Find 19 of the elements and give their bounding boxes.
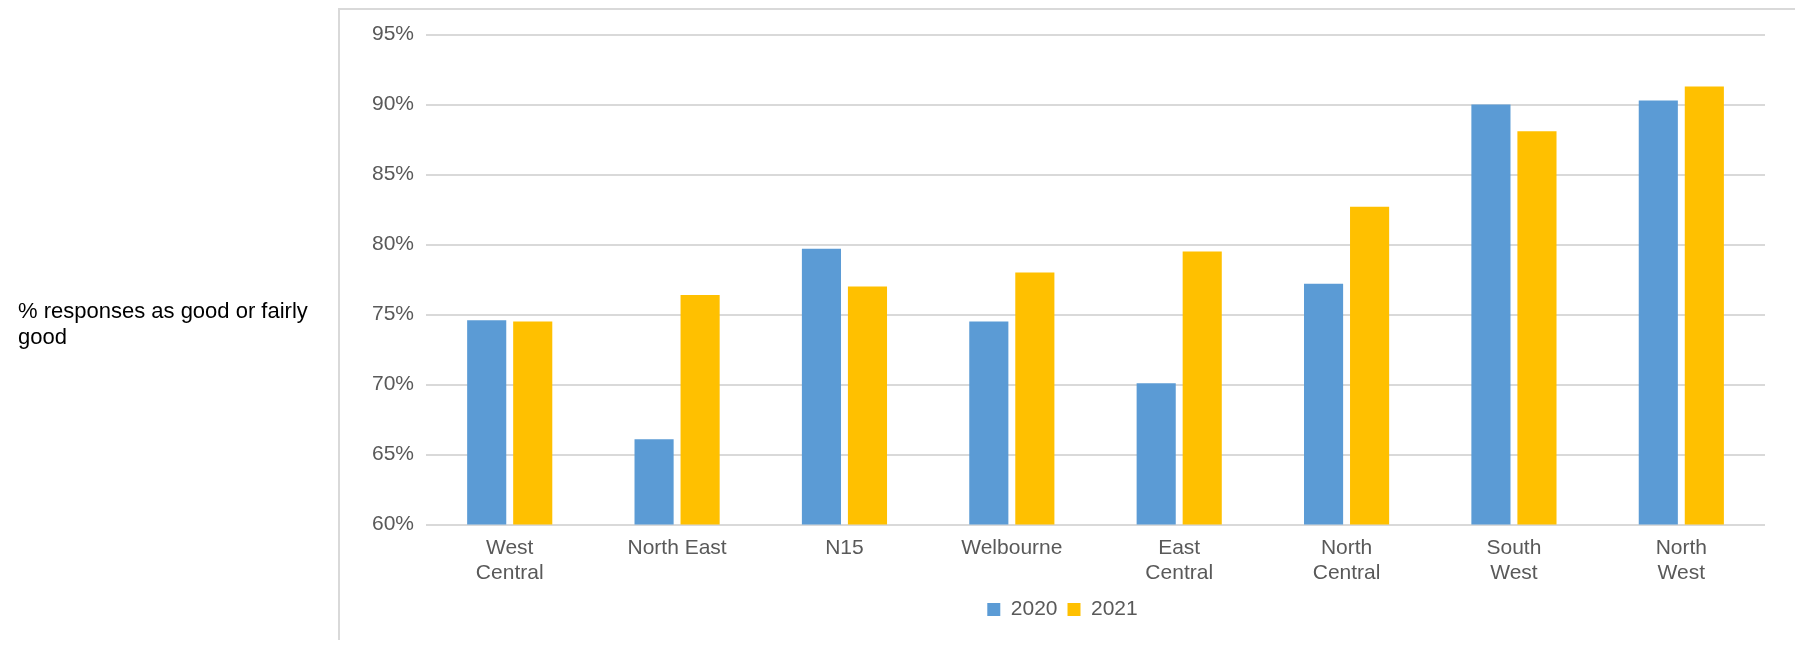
x-tick-label: N15	[825, 535, 864, 558]
y-tick-label: 70%	[372, 371, 415, 395]
legend-label: 2020	[1010, 596, 1058, 620]
y-tick-label: 90%	[372, 91, 415, 115]
y-tick-label: 75%	[372, 301, 415, 325]
x-tick-label: North West	[1655, 535, 1707, 584]
y-tick-label: 80%	[372, 231, 415, 255]
x-tick-label: East Central	[1145, 535, 1214, 584]
y-tick-label: 85%	[372, 161, 415, 185]
legend-label: 2021	[1091, 596, 1138, 620]
y-axis-title: % responses as good or fairly good	[17, 298, 309, 350]
y-tick-label: 95%	[372, 21, 415, 45]
y-tick-label: 65%	[372, 441, 415, 465]
x-tick-label: North East	[627, 535, 727, 558]
x-tick-label: North Central	[1312, 535, 1381, 584]
x-tick-label: Welbourne	[961, 535, 1063, 558]
y-tick-label: 60%	[372, 511, 415, 535]
x-tick-label: South West	[1486, 535, 1542, 584]
x-tick-label: West Central	[475, 535, 544, 584]
